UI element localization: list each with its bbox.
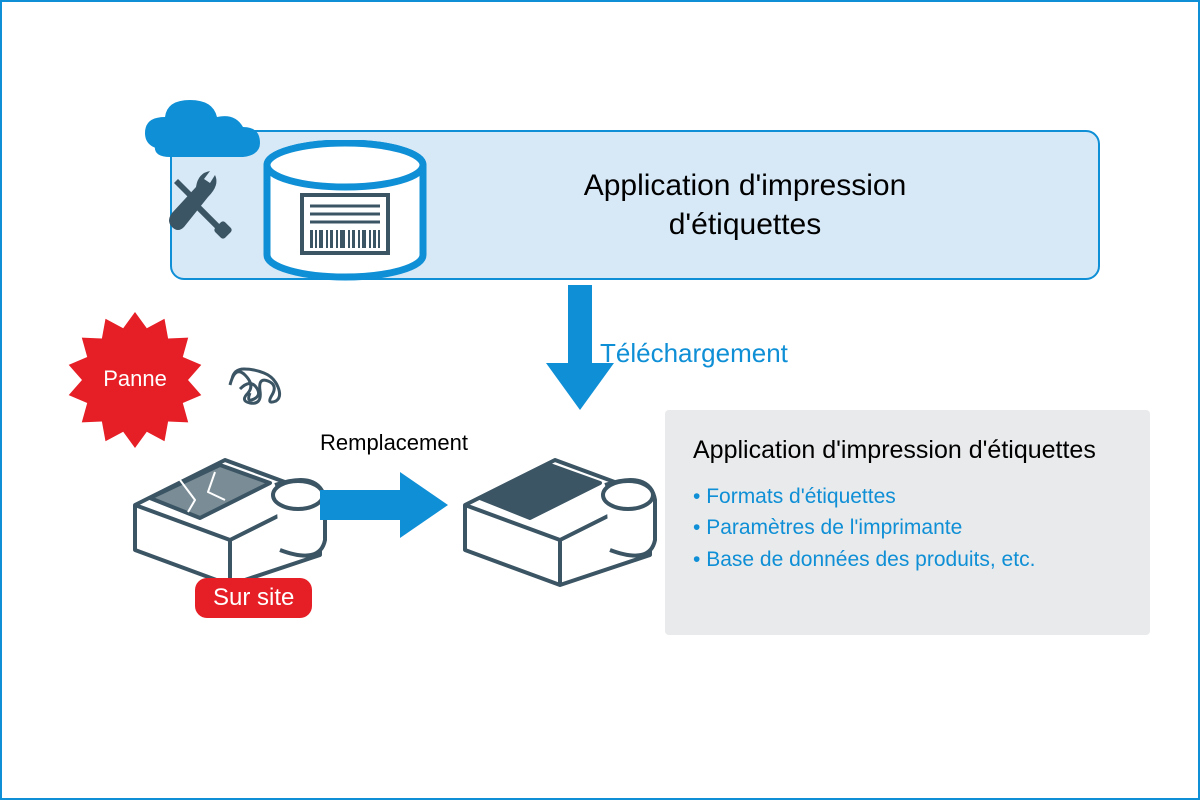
info-panel-title: Application d'impression d'étiquettes bbox=[693, 434, 1122, 467]
info-bullet-item: Formats d'étiquettes bbox=[693, 481, 1122, 513]
cloud-panel-title: Application d'impressiond'étiquettes bbox=[432, 166, 1098, 244]
download-label: Téléchargement bbox=[600, 338, 788, 369]
sursite-badge: Sur site bbox=[195, 578, 312, 618]
info-bullet-item: Paramètres de l'imprimante bbox=[693, 512, 1122, 544]
info-panel: Application d'impression d'étiquettes Fo… bbox=[665, 410, 1150, 635]
replacement-label: Remplacement bbox=[320, 430, 468, 456]
panne-label: Panne bbox=[95, 366, 175, 392]
info-bullet-item: Base de données des produits, etc. bbox=[693, 544, 1122, 576]
database-icon bbox=[260, 140, 430, 290]
tools-icon bbox=[160, 165, 240, 245]
info-bullet-list: Formats d'étiquettesParamètres de l'impr… bbox=[693, 481, 1122, 576]
new-printer-icon bbox=[450, 400, 670, 590]
replacement-arrow-icon bbox=[320, 470, 450, 540]
broken-printer-icon bbox=[120, 400, 340, 590]
